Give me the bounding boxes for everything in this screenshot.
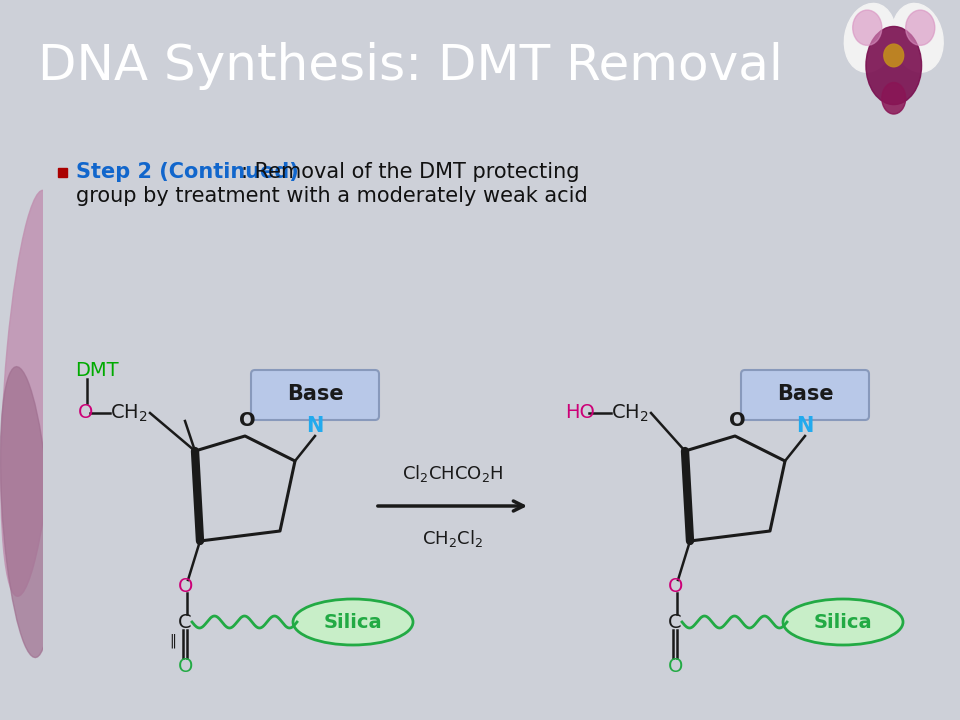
Ellipse shape	[905, 10, 935, 45]
Ellipse shape	[783, 599, 903, 645]
Text: O: O	[668, 577, 684, 595]
Text: N: N	[306, 416, 324, 436]
Text: : Removal of the DMT protecting: : Removal of the DMT protecting	[241, 162, 580, 182]
Text: C: C	[178, 613, 192, 631]
Text: ‖: ‖	[170, 634, 177, 649]
Ellipse shape	[884, 44, 903, 67]
Text: O: O	[239, 411, 255, 430]
Text: O: O	[178, 657, 193, 675]
Text: CH$_2$: CH$_2$	[611, 402, 649, 423]
Text: O: O	[668, 657, 684, 675]
Text: DMT: DMT	[75, 361, 119, 380]
FancyBboxPatch shape	[741, 370, 869, 420]
Text: Base: Base	[777, 384, 833, 404]
Ellipse shape	[1, 190, 60, 596]
Text: Step 2 (Continued): Step 2 (Continued)	[76, 162, 299, 182]
Text: CH$_2$: CH$_2$	[110, 402, 148, 423]
Text: C: C	[668, 613, 682, 631]
Text: Silica: Silica	[324, 613, 382, 631]
Ellipse shape	[293, 599, 413, 645]
Text: DNA Synthesis: DMT Removal: DNA Synthesis: DMT Removal	[38, 42, 783, 89]
Ellipse shape	[866, 27, 922, 104]
Text: O: O	[729, 411, 745, 430]
Text: N: N	[796, 416, 814, 436]
Text: Base: Base	[287, 384, 344, 404]
Text: Silica: Silica	[814, 613, 873, 631]
FancyBboxPatch shape	[251, 370, 379, 420]
Text: Cl$_2$CHCO$_2$H: Cl$_2$CHCO$_2$H	[401, 463, 503, 484]
Ellipse shape	[0, 366, 52, 657]
Bar	[58, 168, 67, 177]
Text: group by treatment with a moderately weak acid: group by treatment with a moderately wea…	[76, 186, 588, 206]
Text: CH$_2$Cl$_2$: CH$_2$Cl$_2$	[421, 528, 483, 549]
Ellipse shape	[882, 83, 905, 114]
Text: O: O	[178, 577, 193, 595]
Text: O: O	[78, 403, 93, 423]
Ellipse shape	[892, 4, 943, 72]
Text: HO: HO	[565, 403, 595, 423]
Ellipse shape	[852, 10, 882, 45]
Ellipse shape	[845, 4, 896, 72]
